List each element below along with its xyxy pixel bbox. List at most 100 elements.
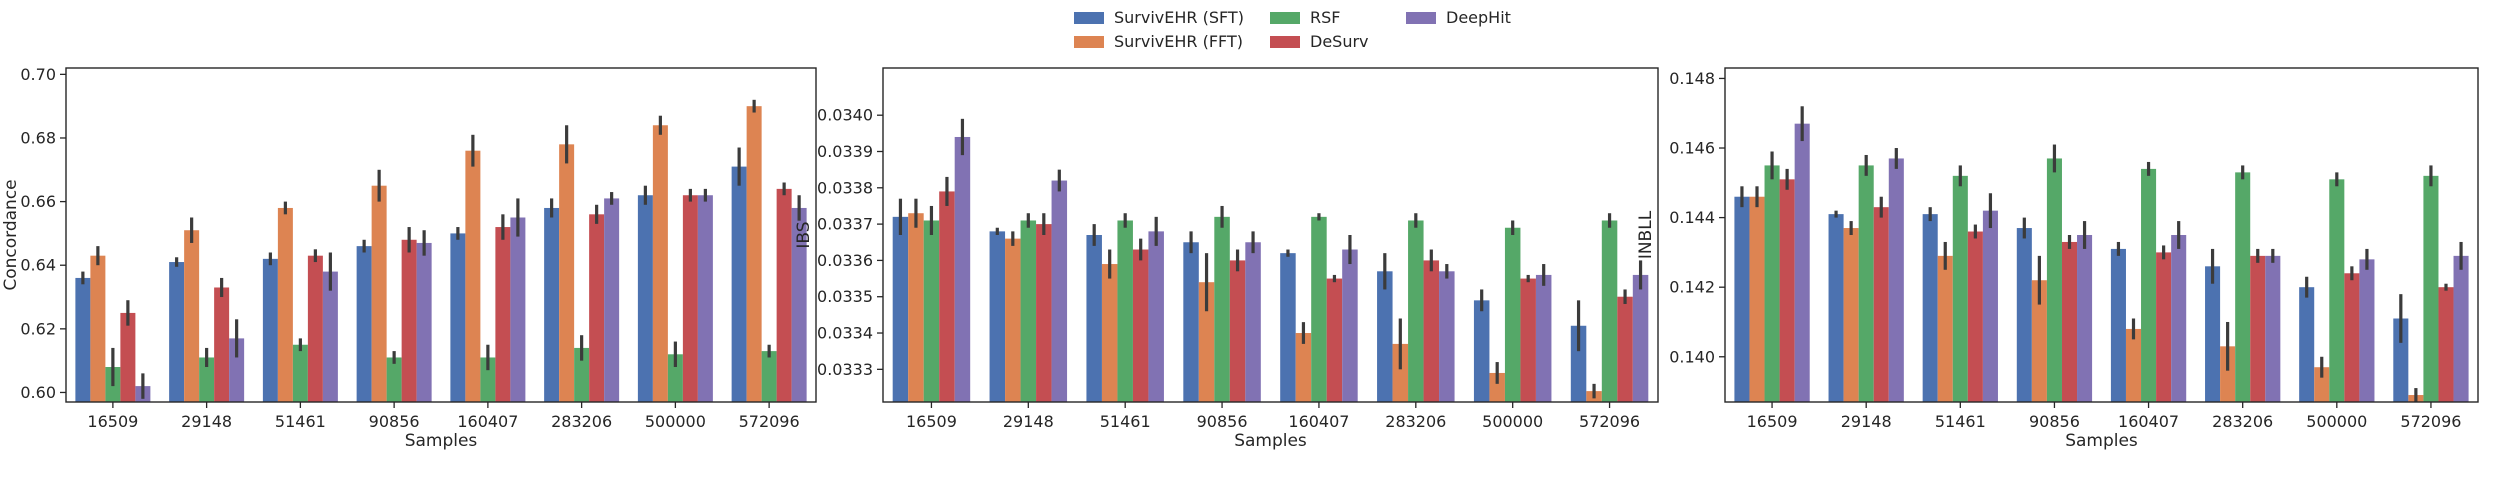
bar	[1051, 180, 1068, 402]
axes-frame	[1724, 67, 2479, 403]
bar	[277, 207, 293, 402]
bar	[667, 354, 683, 402]
bar	[2265, 255, 2281, 402]
y-tick-label: 0.0340	[817, 106, 873, 125]
y-tick-label: 0.142	[1669, 278, 1715, 297]
bar	[637, 195, 653, 402]
bar	[1198, 282, 1215, 402]
bar	[1229, 260, 1246, 402]
y-tick-label: 0.144	[1669, 208, 1715, 227]
bar	[1937, 255, 1953, 402]
bar	[544, 207, 560, 402]
x-tick-label: 29148	[1841, 412, 1892, 431]
bar	[480, 357, 496, 402]
x-tick-label: 51461	[1935, 412, 1986, 431]
bar	[652, 125, 668, 402]
bar	[776, 188, 792, 402]
bar	[495, 227, 511, 402]
bar	[1535, 274, 1552, 402]
bar	[307, 255, 323, 402]
bar	[1888, 158, 1904, 402]
y-tick-label: 0.148	[1669, 69, 1715, 88]
y-tick-label: 0.0335	[817, 287, 873, 306]
bar	[989, 231, 1006, 402]
bar	[1617, 296, 1633, 402]
x-axis-label: Samples	[2065, 431, 2138, 451]
bar	[682, 195, 698, 402]
x-tick-label: 16509	[1747, 412, 1798, 431]
x-tick-label: 160407	[1288, 412, 1349, 431]
bar	[2110, 248, 2126, 402]
bar	[731, 166, 747, 402]
x-tick-label: 90856	[2029, 412, 2080, 431]
x-tick-label: 500000	[1482, 412, 1543, 431]
bar	[2171, 235, 2187, 402]
bar	[1779, 179, 1795, 402]
y-tick-label: 0.140	[1669, 347, 1715, 366]
bar	[120, 312, 136, 402]
y-axis-label: Concordance	[1, 179, 21, 290]
bar	[2125, 328, 2142, 402]
x-tick-label: 160407	[2118, 412, 2179, 431]
bar	[923, 220, 940, 402]
bar	[2393, 318, 2409, 402]
bar	[1326, 278, 1343, 402]
bar	[2156, 252, 2172, 402]
bar	[1873, 207, 1889, 402]
bar	[1439, 271, 1455, 402]
bar	[1117, 220, 1133, 402]
bar	[1280, 253, 1296, 402]
bar	[1342, 249, 1358, 402]
bar	[1148, 231, 1164, 402]
legend-swatch	[1074, 12, 1104, 24]
x-tick-label: 16509	[87, 412, 138, 431]
bar	[229, 338, 245, 402]
bar	[2250, 255, 2266, 402]
legend: SurvivEHR (SFT) SurvivEHR (FFT) RSF DeSu…	[1074, 8, 1534, 54]
bar	[199, 357, 215, 402]
bar	[559, 144, 575, 402]
x-tick-label: 16509	[906, 412, 957, 431]
x-tick-label: 51461	[1100, 412, 1151, 431]
bar	[1858, 165, 1874, 402]
legend-swatch	[1074, 36, 1104, 48]
legend-swatch	[1270, 12, 1300, 24]
bar	[1749, 196, 1765, 402]
bar	[1601, 220, 1618, 402]
x-tick-label: 283206	[2212, 412, 2273, 431]
bar	[2220, 346, 2236, 402]
bar	[450, 233, 466, 402]
bar	[892, 216, 909, 402]
bar	[2423, 175, 2439, 402]
bar	[1952, 175, 1968, 402]
bar	[939, 191, 955, 402]
bar	[322, 271, 338, 402]
legend-swatch	[1270, 36, 1300, 48]
bar	[1408, 220, 1424, 402]
bar	[791, 207, 807, 402]
x-tick-label: 283206	[551, 412, 612, 431]
bar	[75, 277, 91, 402]
bar	[1734, 196, 1750, 402]
y-tick-label: 0.68	[20, 128, 56, 147]
bar	[1214, 216, 1230, 402]
bar	[1922, 214, 1938, 402]
bar	[1377, 271, 1393, 402]
legend-label: SurvivEHR (FFT)	[1114, 32, 1243, 51]
bar	[2438, 287, 2454, 402]
y-tick-label: 0.0333	[817, 360, 873, 379]
bar	[184, 230, 200, 402]
chart-panel-inbll: 0.140 0.142 0.144 0.146 0.148 16509 29148 51461…	[1636, 67, 2479, 451]
axes-frame	[65, 67, 817, 403]
bar	[2359, 259, 2375, 402]
bar	[746, 106, 762, 403]
bar	[2453, 255, 2469, 402]
bar	[1794, 123, 1810, 403]
x-tick-label: 572096	[2400, 412, 2461, 431]
x-tick-label: 500000	[645, 412, 706, 431]
bar	[1520, 278, 1536, 402]
bar	[1036, 224, 1052, 402]
y-tick-label: 0.0338	[817, 178, 873, 197]
x-tick-label: 29148	[1003, 412, 1054, 431]
bar	[1843, 228, 1859, 402]
